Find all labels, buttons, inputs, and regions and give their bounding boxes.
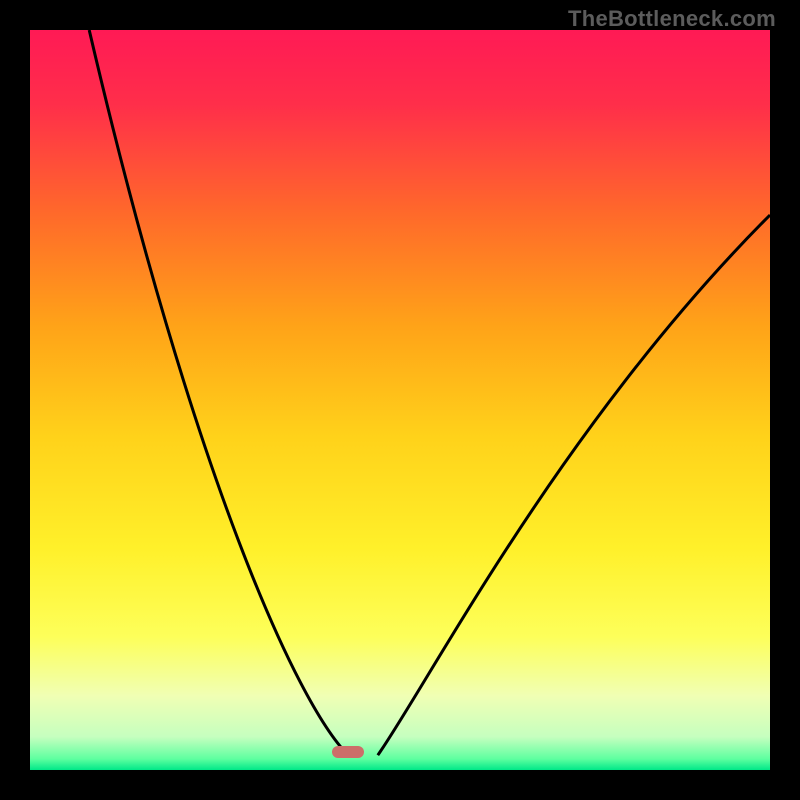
curve-right-branch xyxy=(378,215,770,755)
minimum-marker xyxy=(332,746,364,758)
curve-left-branch xyxy=(89,30,348,755)
watermark-text: TheBottleneck.com xyxy=(568,6,776,32)
plot-area xyxy=(30,30,770,770)
bottleneck-curve xyxy=(30,30,770,770)
chart-frame: TheBottleneck.com xyxy=(0,0,800,800)
